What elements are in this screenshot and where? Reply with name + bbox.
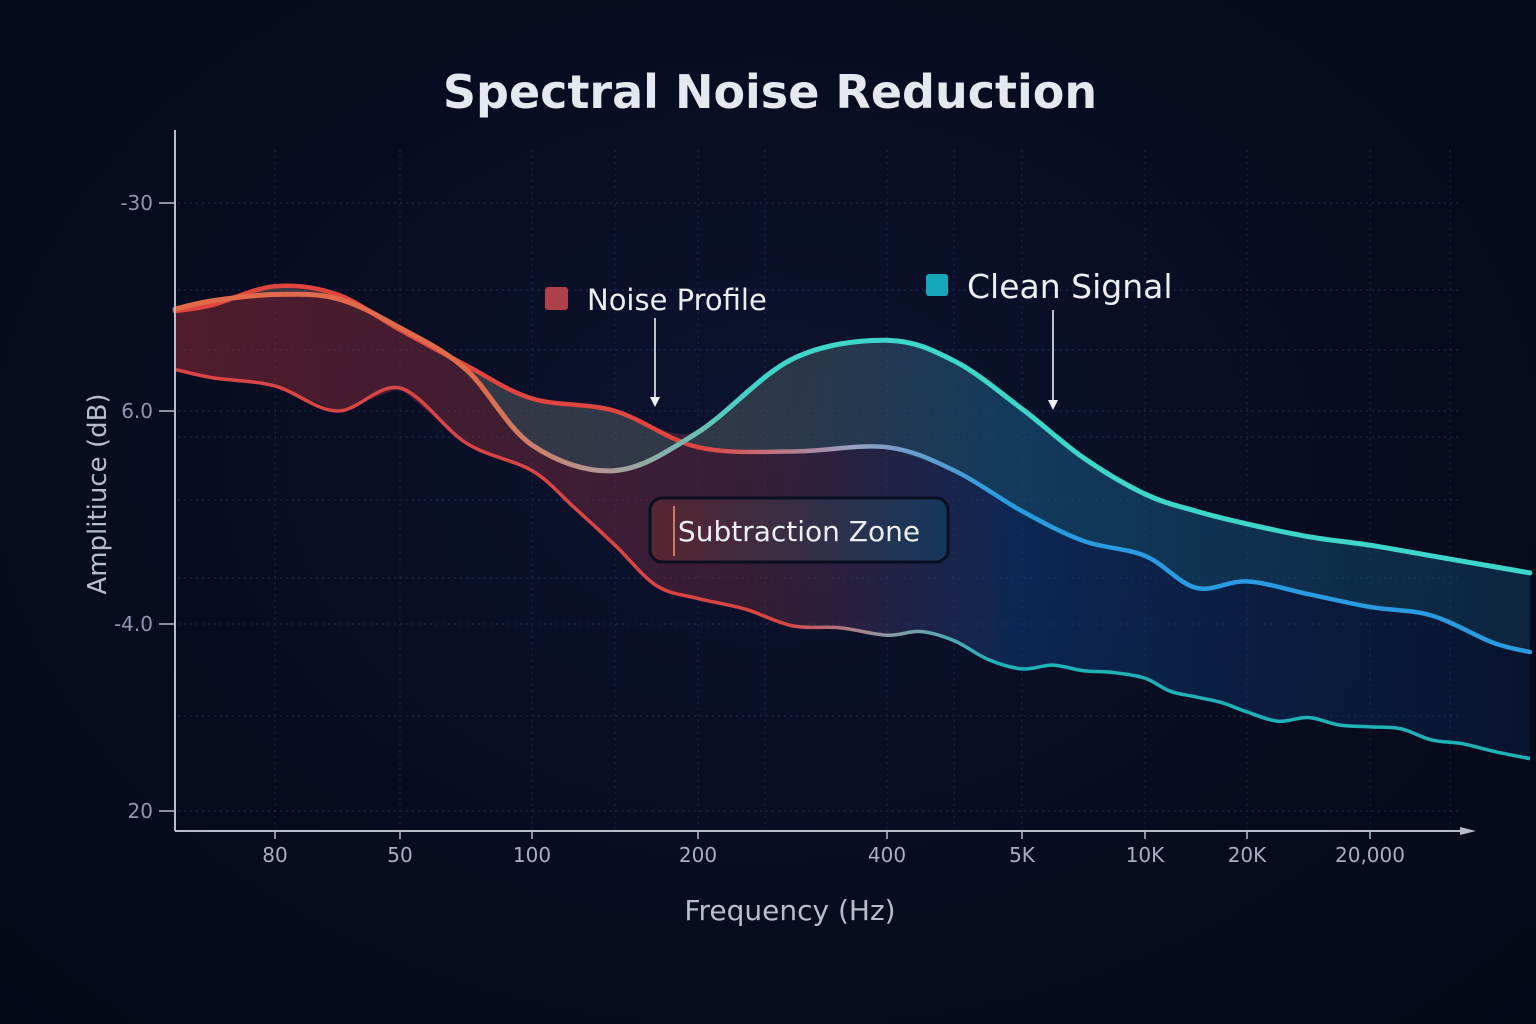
- legend-swatch-clean: [926, 274, 948, 296]
- x-tick-label: 20K: [1228, 843, 1267, 867]
- x-tick-label: 20,000: [1335, 843, 1405, 867]
- clean-arrowhead-icon: [1048, 400, 1058, 410]
- legend-label-noise: Noise Profile: [587, 283, 767, 317]
- x-axis-arrow-icon: [1460, 827, 1476, 835]
- x-tick-label: 5K: [1009, 843, 1036, 867]
- y-tick-label: 6.0: [121, 399, 153, 423]
- noise-arrowhead-icon: [650, 397, 660, 407]
- legend-label-clean: Clean Signal: [967, 267, 1173, 306]
- x-tick-label: 200: [679, 843, 717, 867]
- axes: [174, 130, 1476, 835]
- x-tick-label: 80: [262, 843, 287, 867]
- noise-floor-line: [174, 367, 1531, 761]
- clean-signal-line: [172, 291, 1533, 576]
- chart-title: Spectral Noise Reduction: [443, 65, 1097, 119]
- clean-signal-area: [175, 286, 1530, 653]
- x-axis-label: Frequency (Hz): [684, 894, 895, 927]
- legend-clean-signal: Clean Signal: [926, 267, 1173, 410]
- x-tick-label: 10K: [1126, 843, 1165, 867]
- annotation-box: [648, 496, 950, 564]
- ticks: 80 50 100 200 400 5K 10K 20K 20,000 -30 6.0 -4.0 20: [114, 191, 1405, 867]
- annotation-label: Subtraction Zone: [678, 515, 920, 548]
- series-lines: [172, 283, 1533, 761]
- subtraction-zone-annotation: Subtraction Zone: [648, 496, 950, 564]
- x-tick-label: 50: [387, 843, 412, 867]
- y-tick-label: -30: [120, 191, 153, 215]
- y-tick-label: 20: [128, 799, 153, 823]
- legend-noise-profile: Noise Profile: [545, 283, 767, 407]
- y-axis-label: Amplitiuce (dB): [83, 393, 113, 594]
- x-tick-label: 400: [868, 843, 906, 867]
- x-tick-label: 100: [513, 843, 551, 867]
- y-tick-label: -4.0: [114, 612, 153, 636]
- legend-swatch-noise: [545, 287, 568, 310]
